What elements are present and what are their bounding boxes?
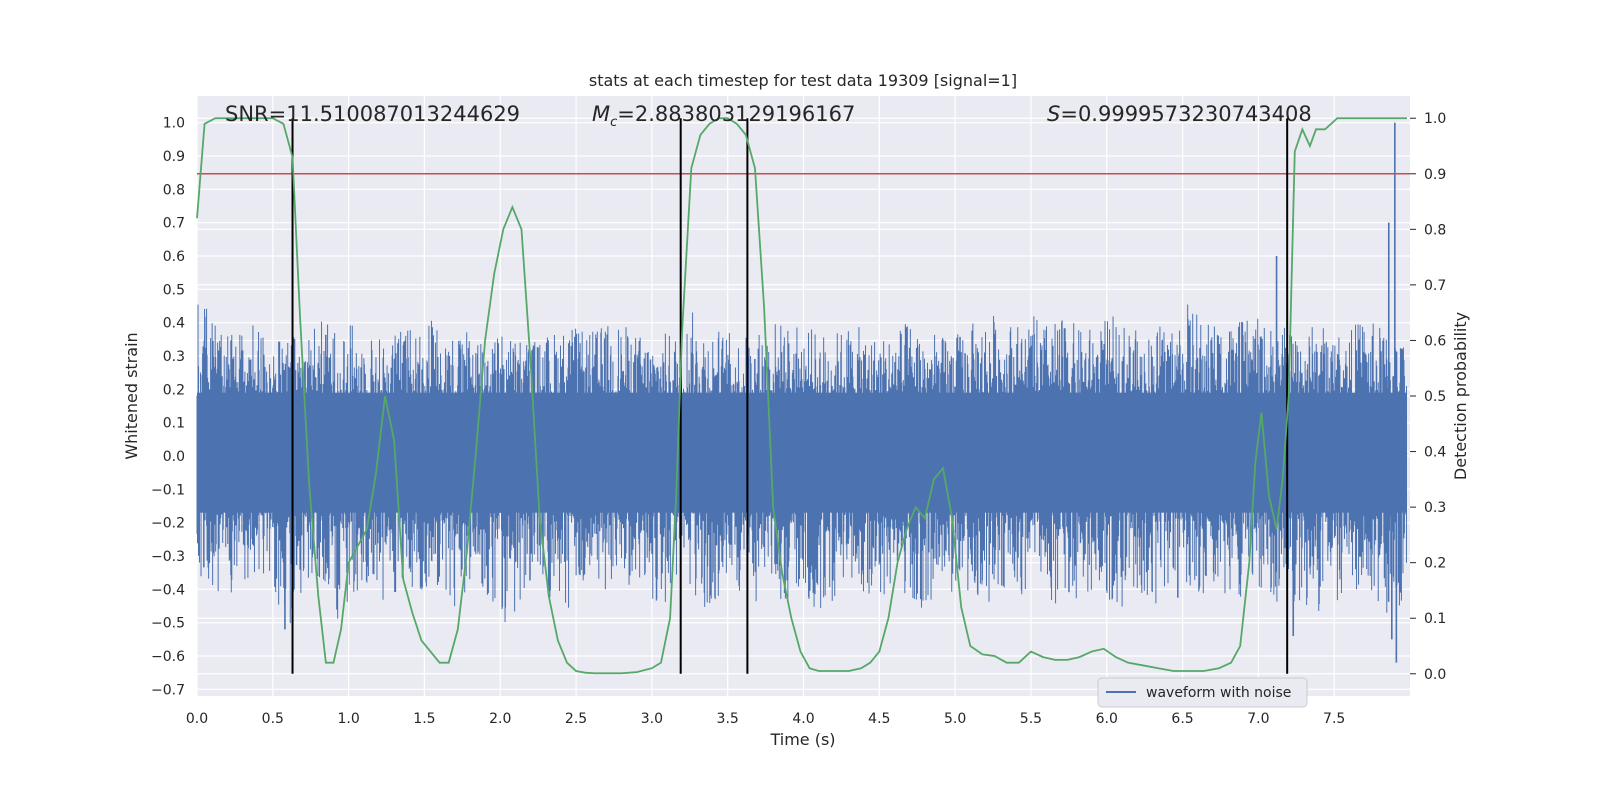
waveform-series: [196, 122, 1407, 663]
detection-markers: [291, 118, 1289, 674]
x-ticks: 0.0 0.5 1.0 1.5 2.0 2.5 3.0 3.5 4.0 4.5 5.0 5.5 6.0 6…: [186, 711, 1345, 727]
s-annotation: S=0.9999573230743408: [1047, 102, 1312, 126]
snr-annotation: SNR=11.510087013244629: [225, 102, 520, 126]
y-ticks-right: 0.0 0.1 0.2 0.3 0.4 0.5 0.6 0.7 0.8 0.9 1.0: [1410, 111, 1446, 683]
x-tick-label: 2.5: [565, 711, 587, 727]
y-tick-label-right: 0.7: [1424, 278, 1446, 294]
y-axis-label-right: Detection probability: [1451, 312, 1470, 480]
y-tick-label-left: −0.3: [151, 549, 185, 565]
y-tick-label-right: 0.2: [1424, 556, 1446, 572]
s-symbol: S: [1047, 102, 1060, 126]
y-axis-label-left: Whitened strain: [122, 332, 141, 459]
y-tick-label-left: 0.4: [163, 316, 185, 332]
legend-label: waveform with noise: [1146, 685, 1291, 701]
legend-box: [1097, 677, 1308, 708]
y-tick-label-right: 0.6: [1424, 333, 1446, 349]
x-tick-label: 0.0: [186, 711, 208, 727]
y-tick-label-left: 0.0: [163, 449, 185, 465]
y-tick-label-right: 0.0: [1424, 667, 1446, 683]
mc-symbol: M: [592, 102, 610, 126]
y-tick-label-left: −0.2: [151, 516, 185, 532]
y-tick-label-left: −0.4: [151, 582, 185, 598]
x-tick-label: 3.0: [641, 711, 663, 727]
x-tick-label: 6.0: [1096, 711, 1118, 727]
y-tick-label-left: 1.0: [163, 116, 185, 132]
y-tick-label-left: 0.7: [163, 216, 185, 232]
x-tick-label: 7.0: [1247, 711, 1269, 727]
mc-value: =2.883803129196167: [617, 102, 855, 126]
y-ticks-left: −0.7 −0.6 −0.5 −0.4 −0.3 −0.2 −0.1 0.0 0.1 0.2 0.3…: [151, 116, 185, 699]
x-tick-label: 1.0: [337, 711, 359, 727]
chart-title: stats at each timestep for test data 193…: [589, 71, 1017, 90]
x-tick-label: 5.0: [944, 711, 966, 727]
s-value: =0.9999573230743408: [1060, 102, 1311, 126]
x-tick-label: 6.5: [1171, 711, 1193, 727]
y-tick-label-left: −0.5: [151, 616, 185, 632]
x-tick-label: 5.5: [1020, 711, 1042, 727]
y-tick-label-left: 0.2: [163, 382, 185, 398]
y-tick-label-left: 0.5: [163, 282, 185, 298]
y-tick-label-right: 0.5: [1424, 389, 1446, 405]
x-tick-label: 0.5: [262, 711, 284, 727]
y-tick-label-right: 0.8: [1424, 222, 1446, 238]
y-tick-label-left: 0.1: [163, 416, 185, 432]
x-tick-label: 1.5: [413, 711, 435, 727]
y-tick-label-left: 0.6: [163, 249, 185, 265]
y-tick-label-left: 0.3: [163, 349, 185, 365]
y-tick-label-right: 0.3: [1424, 500, 1446, 516]
x-axis-label: Time (s): [769, 730, 835, 749]
y-tick-label-right: 0.9: [1424, 167, 1446, 183]
y-tick-label-right: 0.1: [1424, 611, 1446, 627]
y-tick-label-left: −0.6: [151, 649, 185, 665]
y-tick-label-right: 1.0: [1424, 111, 1446, 127]
y-tick-label-left: 0.9: [163, 149, 185, 165]
mc-annotation: Mc=2.883803129196167: [592, 102, 855, 130]
mc-subscript: c: [610, 115, 617, 130]
x-tick-label: 3.5: [717, 711, 739, 727]
y-tick-label-right: 0.4: [1424, 445, 1446, 461]
waveform-trace: [196, 304, 1407, 624]
probability-line: [196, 117, 1407, 675]
y-tick-label-left: −0.1: [151, 482, 185, 498]
y-tick-label-left: 0.8: [163, 182, 185, 198]
x-tick-label: 4.5: [868, 711, 890, 727]
x-tick-label: 4.0: [792, 711, 814, 727]
y-tick-label-left: −0.7: [151, 682, 185, 698]
legend: waveform with noise: [1097, 677, 1308, 708]
x-tick-label: 7.5: [1323, 711, 1345, 727]
x-tick-label: 2.0: [489, 711, 511, 727]
